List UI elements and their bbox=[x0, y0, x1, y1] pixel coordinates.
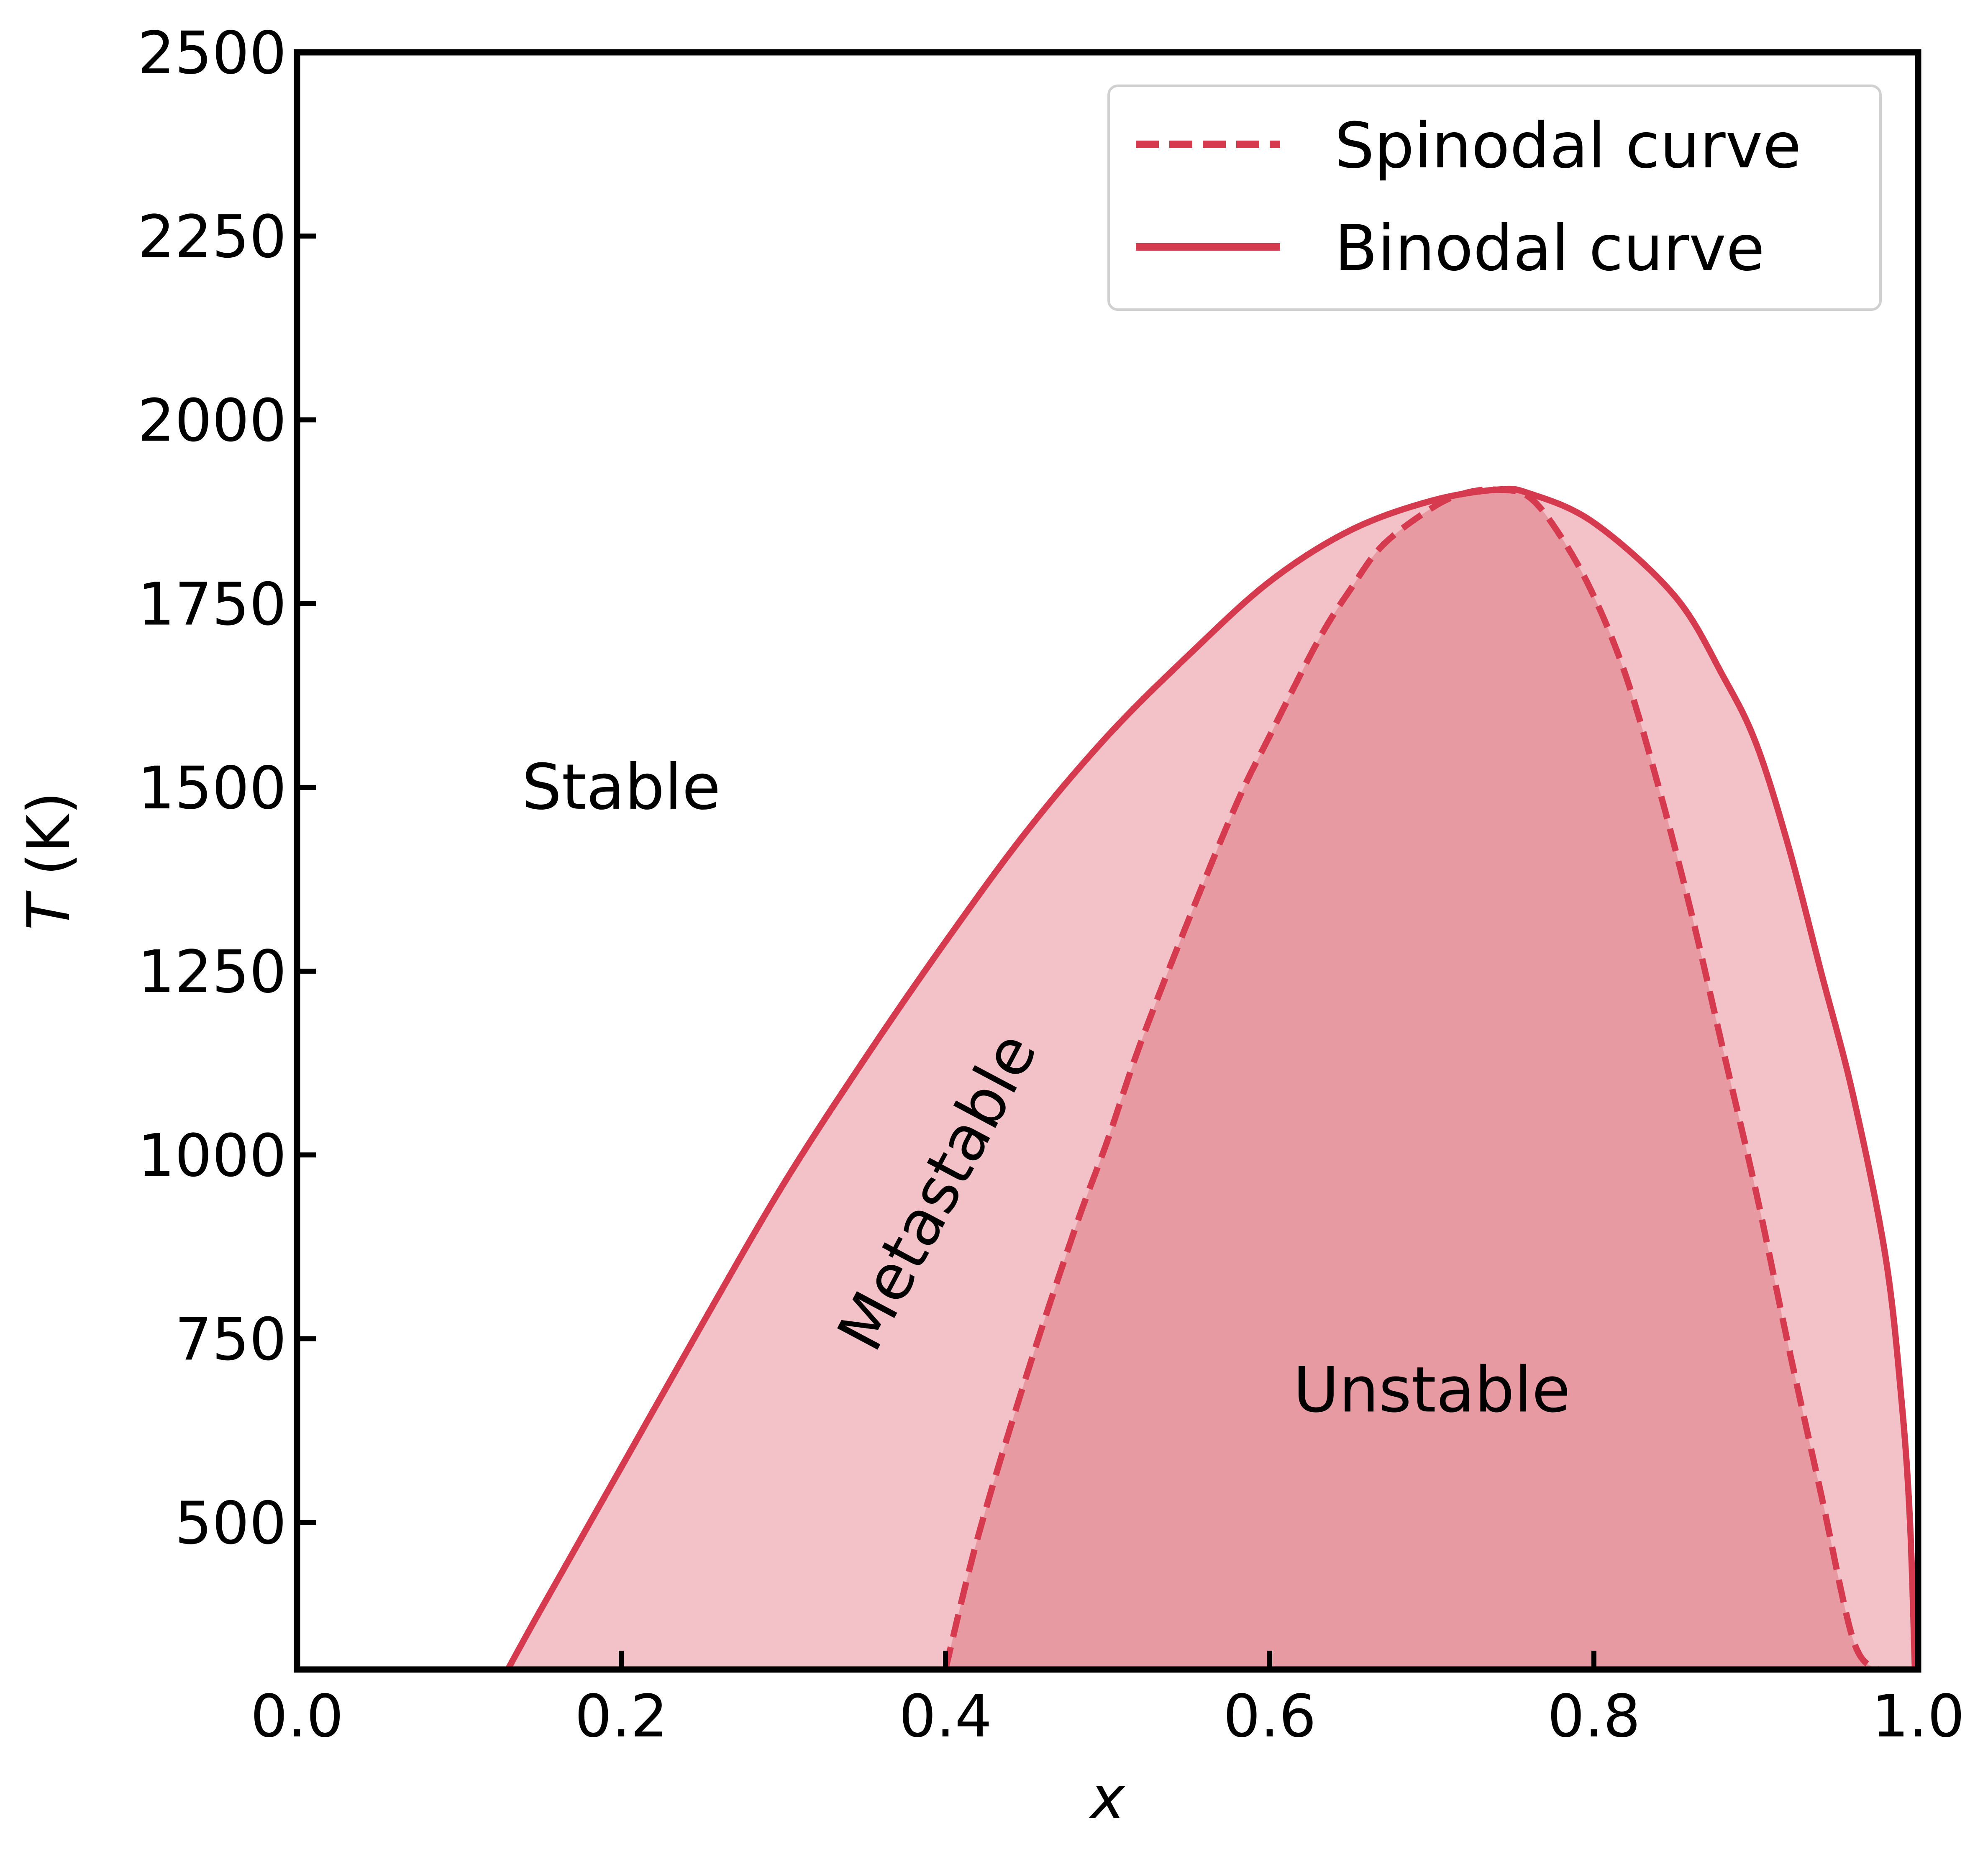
plot-area bbox=[505, 485, 1918, 1672]
y-axis-label-var: T bbox=[15, 890, 83, 930]
axes-frame bbox=[294, 49, 1921, 1673]
y-tick-label: 750 bbox=[175, 1305, 287, 1374]
x-axis-label: x bbox=[1089, 1764, 1126, 1832]
region-label-stable: Stable bbox=[522, 751, 720, 824]
y-tick-label: 2000 bbox=[138, 387, 287, 455]
y-tick-label: 2250 bbox=[138, 203, 287, 271]
unstable-region-fill bbox=[945, 489, 1878, 1669]
legend: Spinodal curve Binodal curve bbox=[1107, 85, 1882, 311]
legend-label: Spinodal curve bbox=[1335, 110, 1801, 182]
y-tick-label: 500 bbox=[175, 1490, 287, 1558]
y-axis-label: T (K) bbox=[15, 792, 83, 930]
x-tick-label: 0.2 bbox=[575, 1682, 668, 1751]
x-tick-label: 1.0 bbox=[1872, 1682, 1965, 1751]
x-tick-label: 0.4 bbox=[899, 1682, 992, 1751]
y-tick-label: 1000 bbox=[138, 1122, 287, 1190]
binodal-curve-line bbox=[505, 485, 1918, 1671]
x-tick-label: 0.8 bbox=[1547, 1682, 1641, 1751]
legend-label: Binodal curve bbox=[1335, 212, 1765, 285]
y-axis-label-unit: (K) bbox=[15, 792, 83, 895]
x-axis-ticks: 0.0 0.2 0.4 0.6 0.8 1.0 bbox=[251, 1651, 1965, 1751]
y-axis-ticks: 500 750 1000 1250 1500 1750 2000 2250 2500 bbox=[138, 19, 316, 1558]
y-tick-label: 2500 bbox=[138, 19, 287, 87]
region-label-unstable: Unstable bbox=[1293, 1354, 1570, 1426]
y-tick-label: 1250 bbox=[138, 938, 287, 1006]
x-tick-label: 0.0 bbox=[251, 1682, 344, 1751]
legend-box bbox=[1107, 85, 1882, 311]
y-tick-label: 1500 bbox=[138, 754, 287, 823]
x-tick-label: 0.6 bbox=[1223, 1682, 1317, 1751]
y-tick-label: 1750 bbox=[138, 571, 287, 639]
spinodal-curve-line bbox=[942, 486, 1880, 1672]
